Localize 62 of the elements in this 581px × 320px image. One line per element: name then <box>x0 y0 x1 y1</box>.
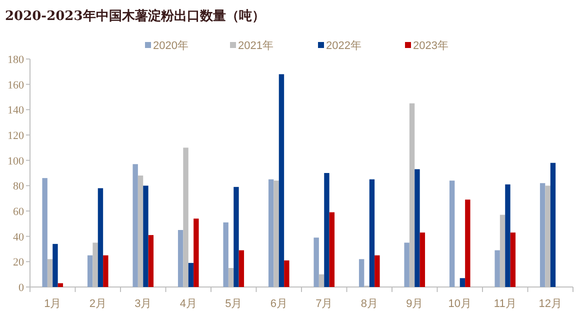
bar <box>143 186 148 287</box>
y-tick-label: 0 <box>18 282 24 294</box>
x-tick-label: 3月 <box>134 298 152 310</box>
bar <box>278 74 284 287</box>
chart-title: 2020-2023年中国木薯淀粉出口数量（吨） <box>5 8 265 24</box>
x-tick-label: 9月 <box>406 298 424 310</box>
bar <box>358 259 364 287</box>
bar <box>420 232 426 287</box>
bar <box>188 262 194 287</box>
bar <box>329 212 335 287</box>
y-tick-label: 60 <box>13 206 24 218</box>
y-tick-label: 160 <box>8 79 24 92</box>
x-tick-label: 1月 <box>44 298 62 310</box>
bar <box>52 244 58 287</box>
legend-label: 2020年 <box>153 40 188 52</box>
bar <box>42 178 48 287</box>
bar <box>87 255 93 287</box>
bar <box>284 260 290 287</box>
bar <box>540 183 546 287</box>
bar <box>449 180 455 287</box>
bar <box>314 238 319 287</box>
bar <box>148 235 154 287</box>
bar <box>505 184 510 287</box>
bar <box>460 278 466 287</box>
bar <box>132 164 138 287</box>
y-tick-label: 20 <box>13 256 24 269</box>
x-tick-label: 10月 <box>448 298 472 310</box>
x-tick-label: 11月 <box>494 298 516 310</box>
bar <box>550 162 556 287</box>
y-tick-label: 100 <box>8 155 24 168</box>
legend-label: 2022年 <box>326 40 362 52</box>
bar <box>510 232 516 287</box>
x-tick-label: 6月 <box>270 298 288 310</box>
bar <box>414 169 420 287</box>
x-tick-label: 7月 <box>316 298 333 310</box>
bar <box>103 255 108 287</box>
bar <box>98 188 104 287</box>
y-tick-label: 120 <box>8 130 24 142</box>
x-tick-label: 5月 <box>225 298 242 310</box>
bar <box>465 200 470 287</box>
bar <box>234 186 239 287</box>
y-tick-label: 140 <box>8 104 24 117</box>
bar <box>324 173 330 287</box>
bar <box>494 250 500 287</box>
bar <box>58 283 64 287</box>
bar <box>178 230 184 287</box>
y-tick-label: 180 <box>8 54 24 66</box>
bar <box>223 222 228 287</box>
bar <box>404 242 410 287</box>
y-tick-label: 40 <box>13 231 24 244</box>
x-tick-label: 2月 <box>89 298 106 310</box>
bar <box>268 179 274 287</box>
bar <box>369 179 375 287</box>
legend-label: 2023年 <box>413 40 448 52</box>
bar <box>194 218 199 287</box>
x-tick-label: 8月 <box>360 298 378 310</box>
y-tick-label: 80 <box>13 180 24 193</box>
legend-label: 2021年 <box>238 40 274 52</box>
x-tick-label: 4月 <box>180 298 197 310</box>
bar <box>238 250 244 287</box>
bar <box>374 255 380 287</box>
x-tick-label: 12月 <box>538 298 562 310</box>
